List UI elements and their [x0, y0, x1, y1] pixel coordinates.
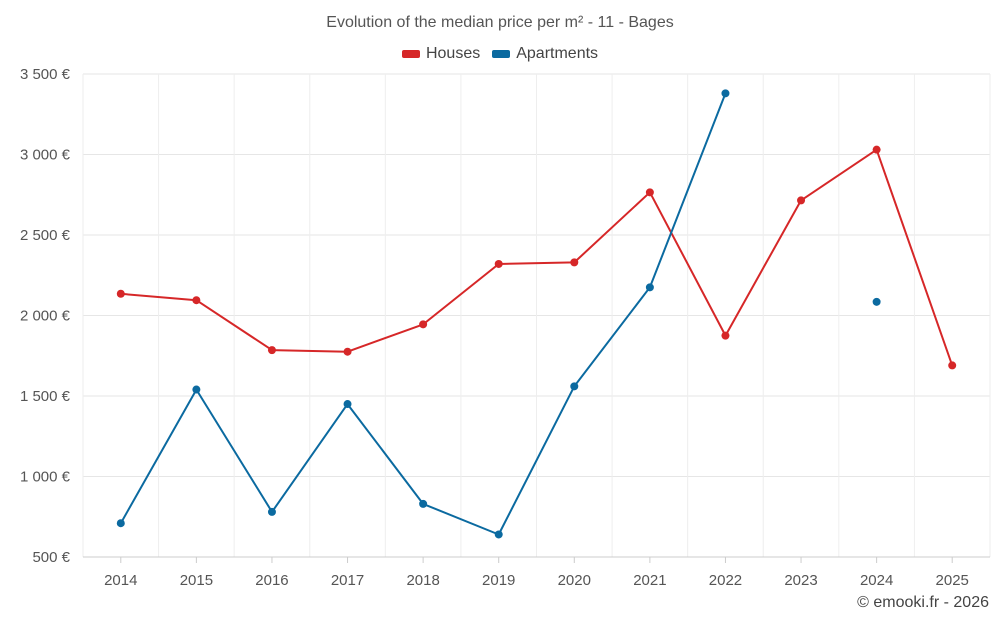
x-tick-label: 2023	[784, 572, 817, 589]
x-tick-label: 2021	[633, 572, 666, 589]
legend-item-apartments[interactable]: Apartments	[492, 45, 598, 63]
data-point-apartments	[494, 530, 503, 539]
legend-swatch-apartments	[492, 50, 511, 58]
y-tick-label: 3 500 €	[20, 66, 71, 83]
data-point-houses	[948, 361, 957, 370]
x-tick-label: 2019	[482, 572, 515, 589]
data-point-apartments	[721, 89, 730, 98]
data-point-houses	[343, 347, 352, 356]
data-point-houses	[267, 346, 276, 355]
x-tick-label: 2014	[104, 572, 137, 589]
y-tick-label: 3 000 €	[20, 147, 71, 164]
y-tick-label: 2 000 €	[20, 308, 71, 325]
data-point-apartments	[570, 382, 579, 391]
series-line-apartments	[119, 92, 727, 536]
y-tick-label: 1 500 €	[20, 388, 71, 405]
x-tick-label: 2017	[331, 572, 364, 589]
legend-label-houses: Houses	[425, 45, 481, 62]
data-point-apartments	[419, 499, 428, 508]
data-point-apartments	[192, 385, 201, 394]
data-point-houses	[570, 258, 579, 267]
data-point-houses	[494, 259, 503, 268]
x-tick-label: 2018	[406, 572, 439, 589]
data-point-apartments	[343, 400, 352, 409]
data-point-apartments	[267, 507, 276, 516]
data-point-houses	[645, 188, 654, 197]
y-tick-label: 2 500 €	[20, 227, 71, 244]
x-tick-label: 2024	[860, 572, 893, 589]
legend-swatch-houses	[401, 50, 420, 58]
x-tick-label: 2015	[180, 572, 213, 589]
chart-title: Evolution of the median price per m² - 1…	[326, 14, 674, 31]
data-point-houses	[192, 296, 201, 305]
y-tick-label: 500 €	[32, 549, 70, 566]
series-line-houses	[120, 148, 954, 366]
legend-item-houses[interactable]: Houses	[401, 45, 481, 63]
x-tick-label: 2025	[936, 572, 969, 589]
credit-text: © emooki.fr - 2026	[857, 594, 989, 611]
x-tick-label: 2022	[709, 572, 742, 589]
x-tick-label: 2016	[255, 572, 288, 589]
data-point-houses	[797, 196, 806, 205]
legend: Houses Apartments	[0, 45, 1000, 63]
x-tick-label: 2020	[558, 572, 591, 589]
data-point-apartments	[645, 283, 654, 292]
data-point-houses	[721, 331, 730, 340]
data-point-houses	[419, 320, 428, 329]
data-point-apartments	[872, 297, 881, 306]
data-point-houses	[872, 145, 881, 154]
y-tick-label: 1 000 €	[20, 469, 71, 486]
legend-label-apartments: Apartments	[516, 45, 599, 62]
data-point-apartments	[116, 519, 125, 528]
data-point-houses	[116, 289, 125, 298]
